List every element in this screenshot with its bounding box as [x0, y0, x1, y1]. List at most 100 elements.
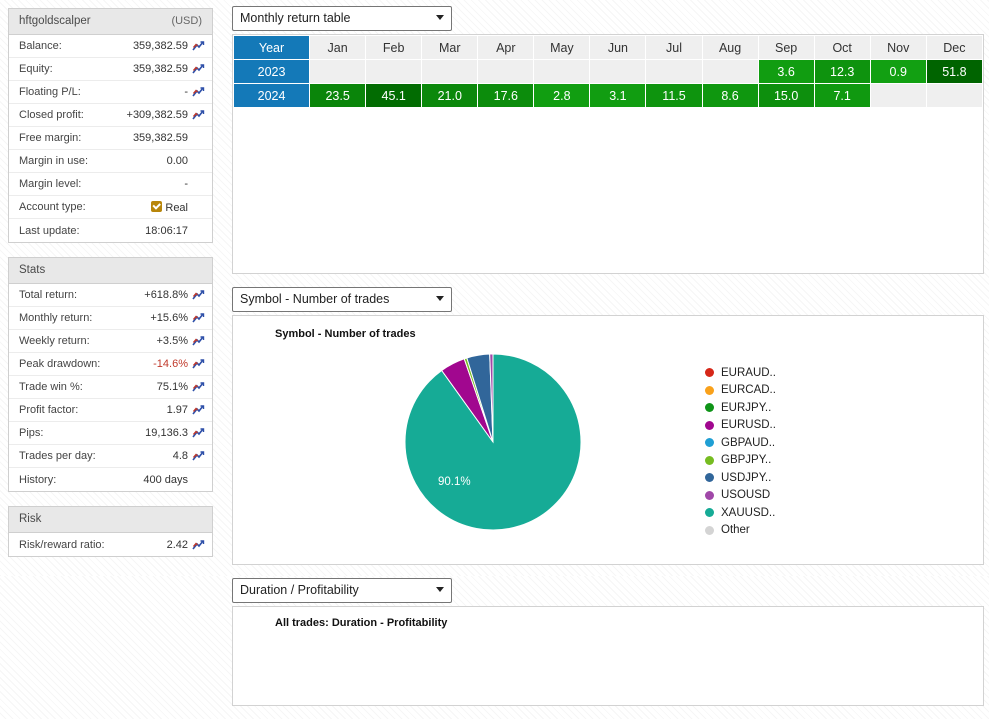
chart-icon[interactable] — [192, 539, 206, 551]
account-type-label: Real — [165, 201, 188, 214]
risk-rows: Risk/reward ratio: 2.42 — [9, 533, 212, 556]
legend-color-swatch — [705, 403, 714, 413]
stat-value: 1.97 — [166, 404, 188, 416]
stat-row: Margin level: - — [9, 173, 212, 196]
stat-value: +15.6% — [150, 312, 188, 324]
month-return-cell: 3.1 — [589, 83, 647, 108]
year-cell: 2024 — [232, 83, 311, 108]
stat-value: 359,382.59 — [132, 40, 188, 52]
stat-label: Risk/reward ratio: — [19, 538, 105, 551]
legend-item[interactable]: GBPJPY.. — [705, 452, 776, 470]
chart-icon[interactable] — [192, 381, 206, 393]
duration-profitability-card: All trades: Duration - Profitability — [232, 606, 984, 706]
stat-row: Margin in use: 0.00 — [9, 150, 212, 173]
legend-color-swatch — [705, 525, 714, 535]
stat-label: Profit factor: — [19, 404, 79, 416]
month-return-cell: 2.8 — [533, 83, 591, 108]
chart-icon[interactable] — [192, 289, 206, 301]
month-return-cell: 23.5 — [309, 83, 367, 108]
stat-row: Equity: 359,382.59 — [9, 58, 212, 81]
chart-icon[interactable] — [192, 312, 206, 324]
column-header: Nov — [869, 35, 927, 60]
chart-icon[interactable] — [192, 335, 206, 347]
pie-slice[interactable] — [489, 353, 494, 443]
legend-item[interactable]: Other — [705, 522, 776, 540]
month-return-cell: 17.6 — [477, 83, 535, 108]
chart-icon[interactable] — [192, 109, 206, 121]
month-return-cell — [365, 59, 423, 84]
month-return-cell: 21.0 — [421, 83, 479, 108]
month-return-cell: 8.6 — [701, 83, 759, 108]
stat-label: Equity: — [19, 63, 53, 75]
month-return-cell: 12.3 — [813, 59, 871, 84]
stat-row: Monthly return: +15.6% — [9, 307, 212, 330]
column-header: Dec — [925, 35, 984, 60]
legend-item[interactable]: EURUSD.. — [705, 417, 776, 435]
column-header: Oct — [813, 35, 871, 60]
risk-title: Risk — [19, 513, 42, 525]
stat-label: Last update: — [19, 224, 80, 237]
stat-value: 359,382.59 — [132, 63, 188, 75]
month-return-cell: 3.6 — [757, 59, 815, 84]
stat-label: Total return: — [19, 289, 78, 301]
legend-color-swatch — [705, 455, 714, 465]
chart-icon[interactable] — [192, 358, 206, 370]
legend-label: Other — [721, 524, 750, 537]
legend-color-swatch — [705, 473, 714, 483]
monthly-return-table: Year Jan Feb Mar Apr May Jun Jul Aug Sep Oct Nov Dec… — [232, 35, 984, 108]
month-return-cell: 0.9 — [869, 59, 927, 84]
stats-panel: Stats Total return: +618.8% Monthly return… — [8, 257, 213, 492]
stat-value: 18:06:17 — [145, 224, 188, 237]
stat-label: Account type: — [19, 201, 86, 213]
legend-color-swatch — [705, 385, 714, 395]
legend-label: GBPAUD.. — [721, 436, 776, 449]
stat-value: - — [184, 86, 188, 98]
stat-value: 0.00 — [166, 155, 188, 167]
legend-item[interactable]: EURJPY.. — [705, 399, 776, 417]
chart-icon[interactable] — [192, 86, 206, 98]
legend-item[interactable]: EURAUD.. — [705, 364, 776, 382]
stat-label: Closed profit: — [19, 109, 84, 121]
stat-label: Balance: — [19, 40, 62, 52]
chart-icon[interactable] — [192, 40, 206, 52]
stat-row: Profit factor: 1.97 — [9, 399, 212, 422]
stat-label: Pips: — [19, 427, 44, 439]
stat-row: Weekly return: +3.5% — [9, 330, 212, 353]
chart-icon[interactable] — [192, 404, 206, 416]
duration-select-row: Duration / Profitability — [232, 578, 984, 606]
stat-value: +309,382.59 — [126, 109, 188, 121]
table-row: 2024 23.5 45.1 21.0 17.6 2.8 3.1 11.5 8.6 15.0 7.1 — [232, 83, 984, 108]
account-panel-header: hftgoldscalper (USD) — [9, 9, 212, 35]
stat-row: Trade win %: 75.1% — [9, 376, 212, 399]
stat-row: Trades per day: 4.8 — [9, 445, 212, 468]
chart-icon[interactable] — [192, 63, 206, 75]
legend-item[interactable]: USDJPY.. — [705, 469, 776, 487]
legend-item[interactable]: XAUUSD.. — [705, 504, 776, 522]
legend-label: USDJPY.. — [721, 471, 772, 484]
column-header: Jul — [645, 35, 703, 60]
pie-chart — [404, 353, 582, 531]
chart-icon[interactable] — [192, 427, 206, 439]
column-header: Apr — [477, 35, 535, 60]
monthly-report-select[interactable]: Monthly return table — [232, 6, 452, 31]
stat-row: Risk/reward ratio: 2.42 — [9, 533, 212, 556]
monthly-select-row: Monthly return table — [232, 6, 984, 34]
account-type-checkbox[interactable] — [151, 200, 163, 212]
legend-label: EURJPY.. — [721, 401, 772, 414]
stat-label: Margin level: — [19, 178, 82, 190]
legend-label: EURCAD.. — [721, 384, 776, 397]
stat-label: Trades per day: — [19, 450, 96, 462]
stat-row: Closed profit: +309,382.59 — [9, 104, 212, 127]
month-return-cell: 51.8 — [925, 59, 984, 84]
chart-icon[interactable] — [192, 450, 206, 462]
symbol-report-select[interactable]: Symbol - Number of trades — [232, 287, 452, 312]
stat-label: Peak drawdown: — [19, 358, 101, 370]
legend-item[interactable]: EURCAD.. — [705, 382, 776, 400]
account-rows: Balance: 359,382.59 Equity: 359,382.59 Float… — [9, 35, 212, 242]
stat-label: Free margin: — [19, 132, 82, 144]
month-return-cell — [533, 59, 591, 84]
legend-item[interactable]: USOUSD — [705, 487, 776, 505]
legend-item[interactable]: GBPAUD.. — [705, 434, 776, 452]
duration-report-select[interactable]: Duration / Profitability — [232, 578, 452, 603]
month-return-cell: 45.1 — [365, 83, 423, 108]
